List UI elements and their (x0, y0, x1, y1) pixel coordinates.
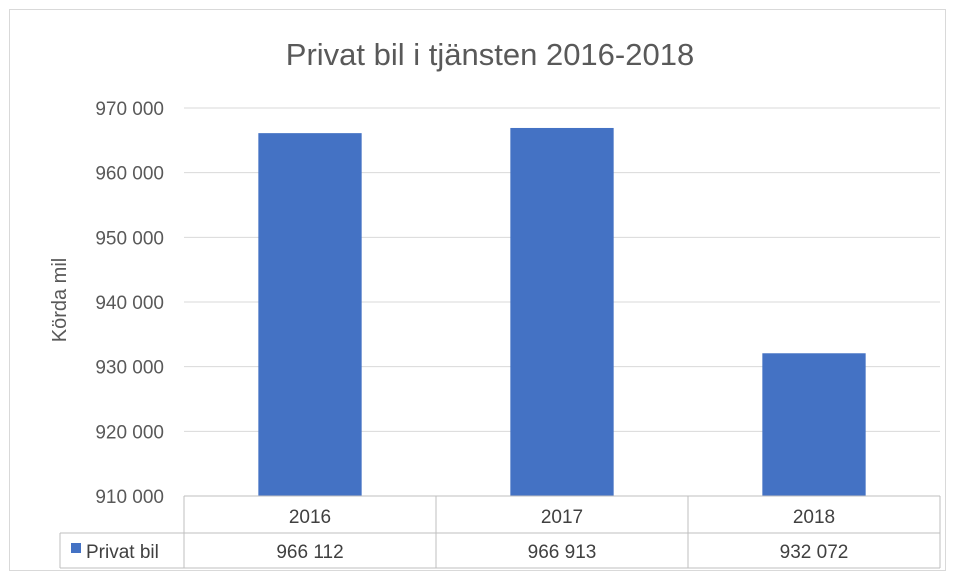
bar (510, 127, 614, 497)
y-tick-label: 960 000 (95, 164, 164, 185)
data-value-label: 966 112 (276, 542, 343, 563)
legend-label: Privat bil (86, 542, 159, 563)
bar (762, 353, 866, 496)
category-label: 2017 (541, 507, 583, 528)
chart-title: Privat bil i tjänsten 2016-2018 (286, 37, 694, 72)
data-value-label: 966 913 (528, 542, 597, 563)
y-axis-label: Körda mil (49, 258, 71, 342)
y-tick-label: 920 000 (95, 422, 164, 443)
y-axis-ticks: 910 000 920 000 930 000 940 000 950 000 960 0… (95, 99, 164, 508)
data-value-label: 932 072 (780, 542, 849, 563)
y-tick-label: 950 000 (95, 228, 164, 249)
category-label: 2018 (793, 507, 835, 528)
category-label: 2016 (289, 507, 331, 528)
y-tick-label: 970 000 (95, 99, 164, 120)
y-tick-label: 910 000 (95, 487, 164, 508)
bars (258, 127, 866, 497)
y-tick-label: 930 000 (95, 358, 164, 379)
legend-swatch (71, 543, 81, 553)
bar (258, 133, 362, 496)
data-table: 2016 2017 2018 966 112 966 913 932 072 Privat … (59, 495, 941, 569)
y-tick-label: 940 000 (95, 293, 164, 314)
